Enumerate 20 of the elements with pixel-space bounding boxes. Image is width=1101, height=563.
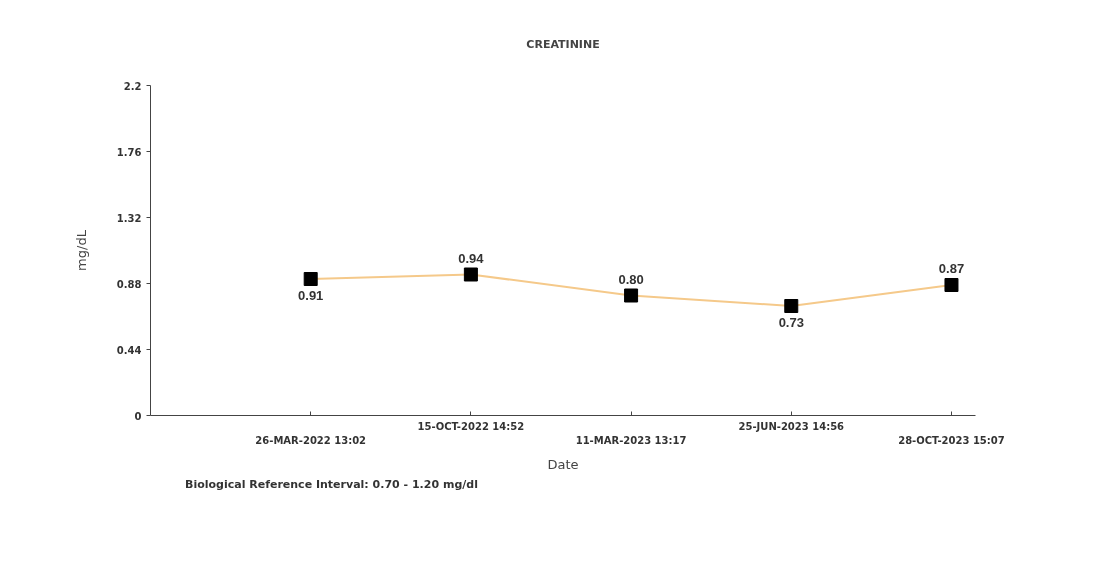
x-tick-label: 11-MAR-2023 13:17 — [575, 434, 687, 446]
y-tick-label: 0.44 — [116, 344, 142, 356]
text: Biological Reference Interval: 0.70 - 1.20 mg/dl — [185, 477, 478, 491]
data-label: 0.73 — [778, 315, 804, 330]
data-label: 0.87 — [938, 261, 965, 276]
x-tick-label: 26-MAR-2022 13:02 — [255, 434, 367, 446]
y-tick-label: 0 — [134, 410, 142, 422]
x-tick-label: 28-OCT-2023 15:07 — [898, 434, 1005, 446]
chart-title: CREATININE — [526, 37, 600, 51]
y-axis-title: mg/dL — [73, 229, 89, 271]
x-tick-label: 15-OCT-2022 14:52 — [417, 420, 525, 432]
y-tick-label: 0.88 — [116, 278, 142, 290]
x-axis-title: Date — [547, 456, 579, 472]
data-label: 0.91 — [298, 288, 324, 303]
data-label: 0.80 — [618, 271, 644, 287]
y-tick-label: 1.32 — [116, 212, 142, 224]
data-label: 0.94 — [458, 250, 485, 266]
y-tick-label: 2.2 — [123, 80, 142, 92]
y-tick-label: 1.76 — [116, 146, 142, 158]
x-tick-label: 25-JUN-2023 14:56 — [738, 420, 845, 432]
